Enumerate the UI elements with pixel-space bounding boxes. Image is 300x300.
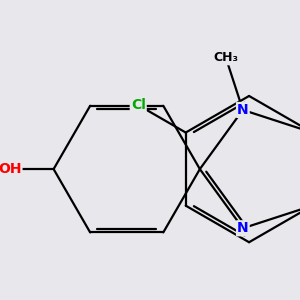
Text: CH₃: CH₃ [213,51,238,64]
Text: Cl: Cl [131,98,146,112]
Text: N: N [237,221,249,235]
Text: N: N [237,103,249,117]
Text: OH: OH [0,162,22,176]
